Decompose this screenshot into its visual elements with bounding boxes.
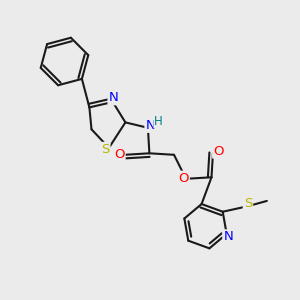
Text: S: S <box>101 143 110 156</box>
Text: N: N <box>109 91 118 104</box>
Text: N: N <box>223 230 233 243</box>
Text: O: O <box>114 148 124 161</box>
Text: H: H <box>154 115 163 128</box>
Text: O: O <box>178 172 189 185</box>
Text: S: S <box>244 197 252 210</box>
Text: O: O <box>213 145 224 158</box>
Text: N: N <box>146 119 155 132</box>
